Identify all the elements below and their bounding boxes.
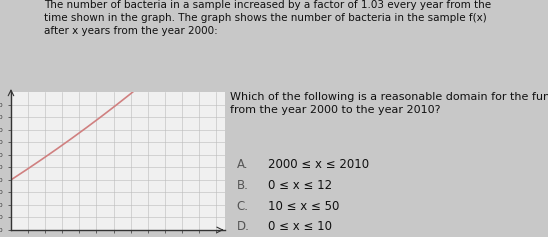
Text: Which of the following is a reasonable domain for the function
from the year 200: Which of the following is a reasonable d… [230, 92, 548, 115]
Text: 10 ≤ x ≤ 50: 10 ≤ x ≤ 50 [269, 200, 340, 213]
Text: B.: B. [237, 179, 248, 192]
Text: 0 ≤ x ≤ 10: 0 ≤ x ≤ 10 [269, 220, 332, 233]
Text: 0 ≤ x ≤ 12: 0 ≤ x ≤ 12 [269, 179, 333, 192]
Text: C.: C. [237, 200, 248, 213]
Text: D.: D. [237, 220, 249, 233]
Text: The number of bacteria in a sample increased by a factor of 1.03 every year from: The number of bacteria in a sample incre… [44, 0, 491, 36]
Text: A.: A. [237, 158, 248, 171]
Text: 2000 ≤ x ≤ 2010: 2000 ≤ x ≤ 2010 [269, 158, 369, 171]
